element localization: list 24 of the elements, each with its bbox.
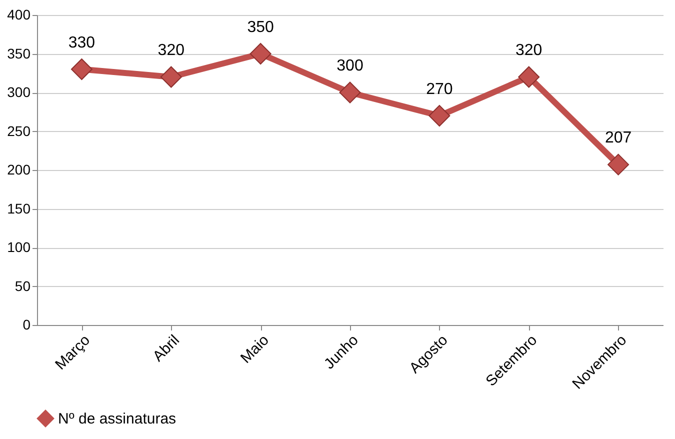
data-label: 350 <box>247 18 274 36</box>
y-tick-label: 100 <box>7 239 31 255</box>
point <box>608 154 630 176</box>
data-label: 270 <box>426 80 453 98</box>
point <box>518 66 540 88</box>
y-tick-label: 200 <box>7 162 31 178</box>
data-label: 330 <box>68 34 96 52</box>
y-tick-label: 300 <box>7 84 31 100</box>
y-tick-label: 400 <box>7 6 31 22</box>
legend-label: Nº de assinaturas <box>58 410 176 428</box>
data-label: 320 <box>516 42 542 59</box>
data-label: 300 <box>336 58 364 74</box>
y-tick-label: 350 <box>7 45 31 62</box>
y-tick-label: 0 <box>22 316 31 332</box>
point <box>339 82 361 104</box>
y-tick-label: 50 <box>14 278 31 294</box>
point <box>70 58 92 80</box>
point <box>250 43 272 64</box>
point <box>428 105 450 126</box>
data-label: 320 <box>158 42 185 59</box>
point <box>160 66 182 88</box>
y-tick-label: 250 <box>7 122 31 139</box>
y-tick-label: 150 <box>7 200 31 216</box>
data-label: 207 <box>604 130 632 147</box>
